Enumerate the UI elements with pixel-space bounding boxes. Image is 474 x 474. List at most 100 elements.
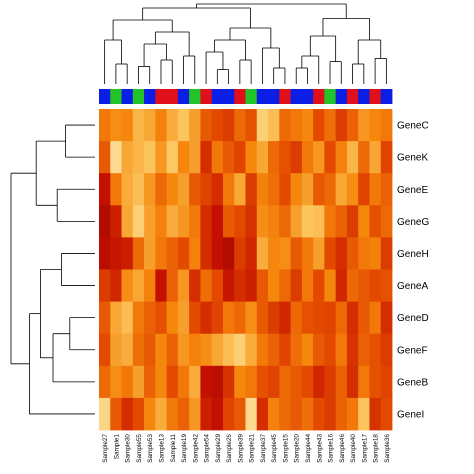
heatmap-cell (189, 109, 201, 142)
sample-label: Sample18 (373, 434, 380, 463)
annotation-bar-cell (132, 89, 145, 104)
heatmap-cell (189, 205, 201, 238)
heatmap-cell (222, 205, 235, 238)
heatmap-cell (144, 205, 156, 238)
heatmap-cell (268, 237, 280, 270)
heatmap-cell (358, 269, 370, 302)
heatmap-cell (200, 141, 213, 174)
annotation-bar-cell (256, 89, 269, 104)
heatmap-cell (346, 333, 359, 367)
heatmap-cell (245, 301, 258, 335)
heatmap-cell (222, 237, 235, 270)
heatmap-cell (234, 205, 246, 238)
heatmap-cell (380, 365, 393, 399)
heatmap-cell (166, 301, 179, 335)
heatmap-cell (313, 333, 325, 367)
heatmap-cell (324, 269, 337, 302)
column-annotation-bar (99, 89, 393, 104)
heatmap-cell (290, 333, 303, 367)
heatmap-cell (256, 365, 269, 399)
heatmap-cell (313, 301, 325, 335)
sample-label: Sample55 (136, 434, 143, 463)
annotation-bar-cell (166, 89, 179, 104)
heatmap-cell (268, 269, 280, 302)
annotation-bar-cell (380, 89, 393, 104)
heatmap-cell (369, 333, 382, 367)
sample-label: Sample26 (226, 434, 233, 463)
heatmap-cell (279, 237, 291, 270)
heatmap-cell (155, 333, 168, 367)
heatmap-cell (335, 269, 348, 302)
heatmap-cell (346, 269, 359, 302)
row-dendrogram (10, 124, 95, 415)
gene-label: GeneB (397, 377, 428, 388)
heatmap-cell (245, 237, 258, 270)
annotation-bar-cell (301, 89, 314, 104)
heatmap-cell (335, 397, 348, 431)
annotation-bar-cell (358, 89, 370, 104)
heatmap-cell (132, 269, 145, 302)
heatmap-cell (200, 333, 213, 367)
heatmap-cell (166, 333, 179, 367)
heatmap-cell (290, 269, 303, 302)
heatmap-cell (369, 237, 382, 270)
sample-label: Sample42 (192, 434, 199, 463)
heatmap-cell (121, 237, 134, 270)
annotation-bar-cell (324, 89, 337, 104)
heatmap-cell (256, 333, 269, 367)
heatmap-cell (335, 301, 348, 335)
sample-label: Sample43 (316, 434, 323, 463)
heatmap-cell (245, 397, 258, 431)
heatmap-cell (346, 205, 359, 238)
heatmap-cell (211, 269, 224, 302)
heatmap-cell (144, 397, 156, 431)
heatmap-cell (324, 237, 337, 270)
heatmap-cell (268, 109, 280, 142)
heatmap-cell (144, 237, 156, 270)
heatmap-cell (222, 173, 235, 206)
heatmap-cell (200, 301, 213, 335)
heatmap-cell (268, 301, 280, 335)
heatmap-cell (121, 205, 134, 238)
heatmap-cell (313, 109, 325, 142)
heatmap-cell (358, 365, 370, 399)
heatmap-cell (256, 141, 269, 174)
heatmap-cell (335, 109, 348, 142)
heatmap-cell (358, 333, 370, 367)
sample-label: Sample19 (181, 434, 188, 463)
heatmap-cell (313, 365, 325, 399)
heatmap-cell (301, 333, 314, 367)
annotation-bar-cell (346, 89, 359, 104)
heatmap-cell (200, 205, 213, 238)
heatmap-cell (369, 301, 382, 335)
heatmap-cell (155, 173, 168, 206)
heatmap-cell (144, 365, 156, 399)
heatmap-cell (132, 333, 145, 367)
heatmap-cell (144, 333, 156, 367)
heatmap-cell (380, 333, 393, 367)
heatmap-cell (234, 237, 246, 270)
heatmap-cell (222, 109, 235, 142)
heatmap-cell (189, 237, 201, 270)
heatmap-cell (155, 109, 168, 142)
heatmap-cell (110, 397, 122, 431)
gene-label: GeneI (397, 409, 424, 420)
heatmap-cell (121, 397, 134, 431)
heatmap-cell (324, 333, 337, 367)
gene-label: GeneH (397, 249, 429, 260)
annotation-bar-cell (268, 89, 280, 104)
annotation-bar-cell (110, 89, 122, 104)
heatmap-cell (358, 301, 370, 335)
gene-label: GeneG (397, 217, 429, 228)
gene-label: GeneA (397, 281, 428, 292)
heatmap-cell (99, 397, 111, 431)
heatmap-cell (110, 109, 122, 142)
heatmap-cell (166, 173, 179, 206)
heatmap-cell (177, 365, 190, 399)
sample-label: Sample54 (204, 434, 211, 463)
heatmap-cell (99, 173, 111, 206)
heatmap-cell (177, 301, 190, 335)
heatmap-cell (380, 173, 393, 206)
heatmap-cell (222, 301, 235, 335)
